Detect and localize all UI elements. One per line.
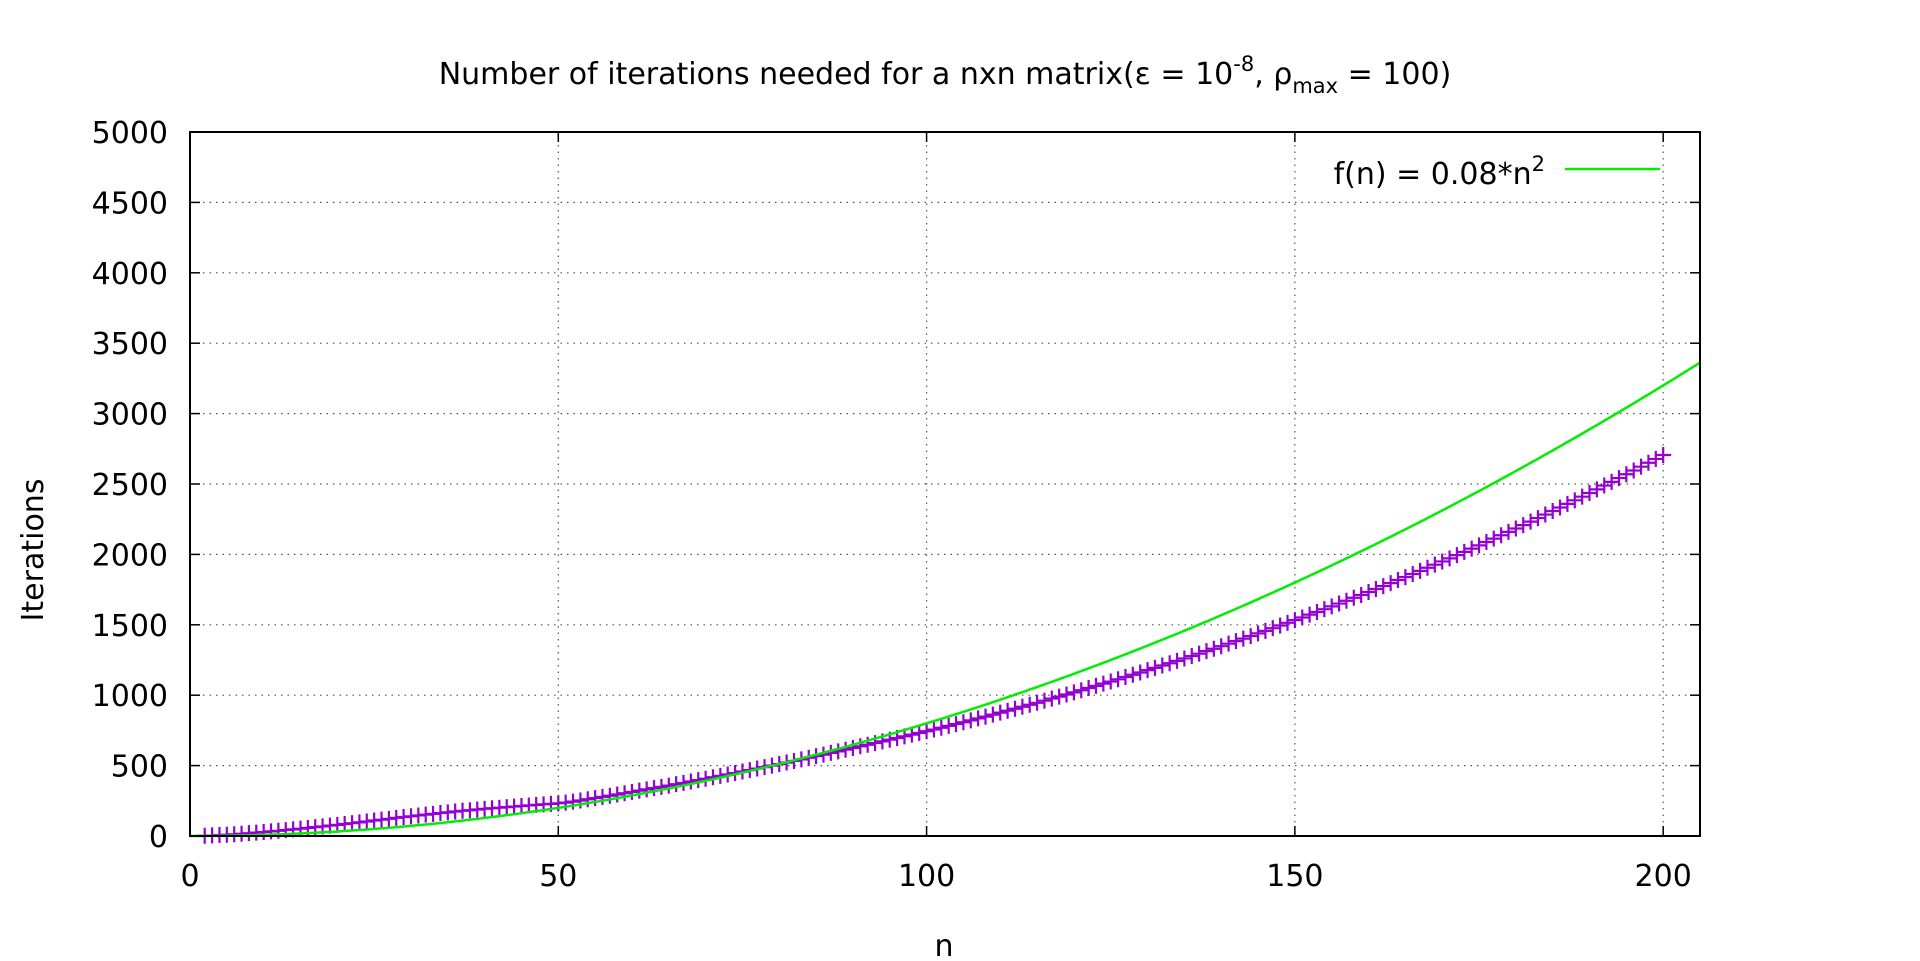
chart-title-rho: , ρ bbox=[1254, 57, 1292, 92]
chart-title-tail: = 100) bbox=[1338, 57, 1451, 92]
chart-title-eps-exponent: -8 bbox=[1233, 52, 1254, 76]
y-tick-label: 3500 bbox=[92, 327, 168, 362]
x-tick-label: 100 bbox=[898, 859, 955, 894]
x-tick-label: 200 bbox=[1635, 859, 1692, 894]
x-tick-label: 150 bbox=[1266, 859, 1323, 894]
x-axis-label: n bbox=[934, 929, 953, 961]
y-tick-label: 5000 bbox=[92, 116, 168, 151]
y-tick-label: 1500 bbox=[92, 609, 168, 644]
y-axis-label: Iterations bbox=[16, 479, 51, 622]
y-tick-label: 3000 bbox=[92, 398, 168, 433]
y-tick-label: 0 bbox=[149, 820, 168, 855]
chart-title-rho-subscript: max bbox=[1292, 74, 1338, 98]
chart-title-main: Number of iterations needed for a nxn ma… bbox=[439, 57, 1234, 92]
y-tick-label: 2000 bbox=[92, 538, 168, 573]
legend-label-base: f(n) = 0.08*n bbox=[1334, 157, 1532, 192]
legend-label: f(n) = 0.08*n2 bbox=[1334, 152, 1545, 192]
y-tick-label: 4000 bbox=[92, 257, 168, 292]
y-tick-label: 2500 bbox=[92, 468, 168, 503]
y-tick-label: 4500 bbox=[92, 186, 168, 221]
legend-label-exponent: 2 bbox=[1532, 152, 1545, 176]
y-tick-label: 1000 bbox=[92, 679, 168, 714]
y-tick-label: 500 bbox=[111, 750, 168, 785]
x-tick-label: 0 bbox=[180, 859, 199, 894]
x-tick-label: 50 bbox=[539, 859, 577, 894]
